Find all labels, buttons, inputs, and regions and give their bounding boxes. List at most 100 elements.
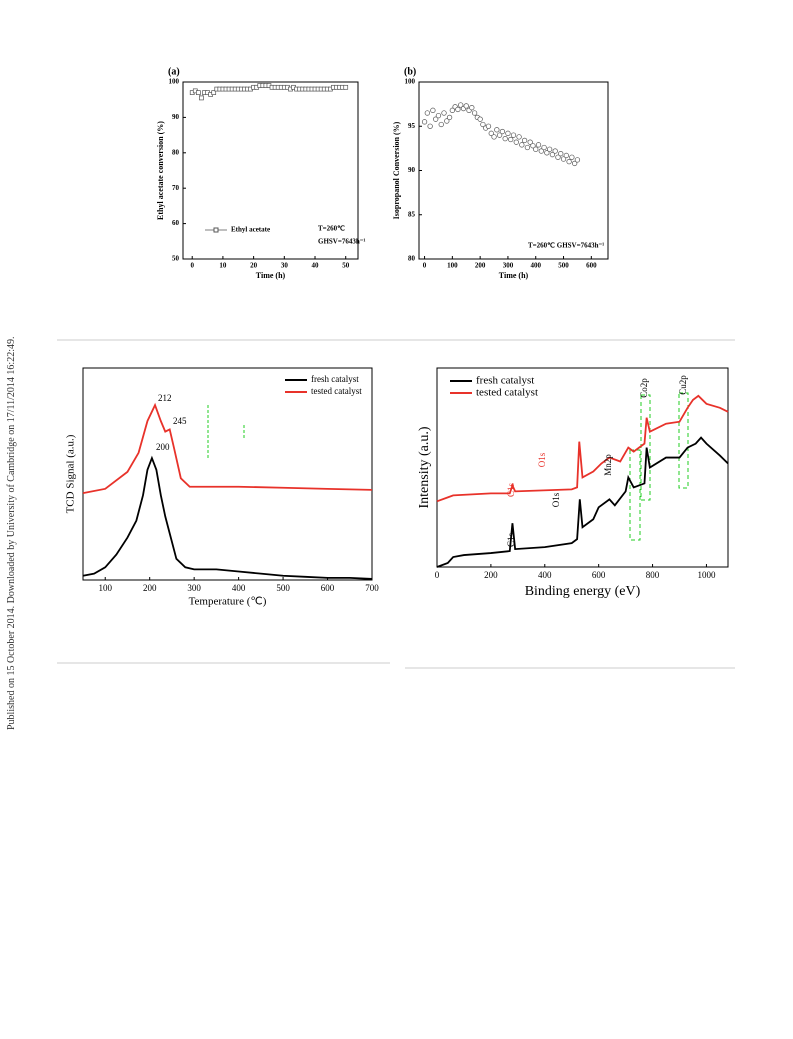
marker — [491, 134, 497, 140]
legend-label: tested catalyst — [476, 387, 538, 399]
marker — [430, 107, 436, 113]
annotation: T=260℃ — [318, 225, 345, 233]
marker — [421, 119, 428, 125]
y-tick-label: 100 — [405, 78, 416, 86]
y-tick-label: 80 — [172, 148, 180, 156]
marker — [433, 116, 439, 122]
marker — [541, 144, 547, 151]
plot-frame — [182, 81, 359, 260]
marker — [343, 84, 349, 90]
y-tick-label: 80 — [408, 255, 416, 263]
series-line — [436, 394, 729, 503]
x-axis-label: Time (h) — [499, 271, 529, 280]
x-tick-label: 400 — [232, 583, 246, 593]
marker — [549, 151, 556, 158]
marker — [558, 151, 564, 157]
x-tick-label: 200 — [484, 570, 498, 580]
x-axis-label: Temperature (℃) — [189, 596, 267, 608]
marker — [569, 154, 575, 160]
marker — [449, 107, 456, 113]
y-tick-label: 95 — [408, 122, 416, 130]
marker — [435, 112, 442, 119]
y-tick-label: 90 — [408, 166, 416, 174]
marker — [469, 105, 475, 111]
plot-frame — [436, 367, 729, 568]
y-tick-label: 50 — [172, 255, 180, 263]
panel-label: (b) — [404, 66, 416, 77]
marker — [455, 106, 461, 113]
marker — [211, 90, 217, 95]
marker — [519, 142, 525, 148]
y-axis-label: Intensity (a.u.) — [417, 426, 432, 508]
marker — [546, 146, 553, 152]
marker — [471, 110, 478, 116]
marker — [555, 154, 561, 160]
marker — [485, 123, 492, 129]
legend-label: fresh catalyst — [476, 375, 534, 387]
marker — [538, 148, 544, 154]
y-axis-label: TCD Signal (a.u.) — [65, 434, 77, 513]
marker — [446, 114, 453, 121]
marker — [444, 118, 450, 124]
x-tick-label: 200 — [143, 583, 157, 593]
series-line — [82, 455, 373, 580]
x-tick-label: 100 — [98, 583, 112, 593]
x-tick-label: 600 — [586, 262, 597, 270]
x-tick-label: 0 — [190, 262, 194, 270]
y-axis-label: Ethyl acetate conversion (%) — [156, 121, 165, 220]
marker — [544, 150, 550, 156]
y-tick-label: 60 — [172, 219, 180, 227]
marker — [427, 123, 433, 129]
annotation: 200 — [156, 442, 170, 452]
annotation: T=260℃ GHSV=7643h⁻¹ — [528, 242, 604, 250]
marker — [571, 160, 578, 167]
annotation: O1s — [537, 452, 547, 467]
x-tick-label: 400 — [530, 262, 541, 270]
marker — [458, 102, 464, 108]
marker — [199, 95, 204, 101]
annotation: Cu2p — [678, 375, 688, 395]
peak-box — [678, 392, 689, 489]
legend-marker — [213, 227, 219, 233]
panel-label: (a) — [168, 66, 180, 77]
marker — [441, 110, 447, 116]
annotation: O1s — [551, 492, 561, 507]
marker — [560, 156, 567, 162]
marker — [463, 103, 469, 109]
annotation: 245 — [173, 416, 187, 426]
marker — [516, 134, 522, 140]
series-line — [82, 402, 373, 494]
legend-label: Ethyl acetate — [231, 226, 270, 234]
x-tick-label: 400 — [538, 570, 552, 580]
x-tick-label: 600 — [592, 570, 606, 580]
marker — [533, 146, 539, 152]
series-line — [436, 436, 729, 568]
y-tick-label: 90 — [172, 113, 180, 121]
x-tick-label: 700 — [365, 583, 379, 593]
marker — [574, 157, 581, 163]
x-tick-label: 30 — [281, 262, 289, 270]
marker — [563, 152, 569, 159]
marker — [552, 148, 558, 154]
x-tick-label: 300 — [503, 262, 514, 270]
legend-label: fresh catalyst — [311, 374, 359, 384]
marker — [510, 132, 517, 138]
x-tick-label: 300 — [187, 583, 201, 593]
marker — [488, 130, 494, 136]
marker — [196, 90, 201, 95]
marker — [513, 139, 519, 145]
x-axis-label: Time (h) — [256, 271, 286, 280]
annotation: GHSV=7643h⁻¹ — [318, 238, 366, 246]
peak-box — [640, 394, 651, 501]
marker — [521, 137, 528, 144]
marker — [477, 116, 483, 122]
annotation: Co2p — [639, 378, 649, 398]
peak-box — [629, 449, 641, 541]
x-tick-label: 0 — [435, 570, 440, 580]
annotation: 212 — [158, 393, 172, 403]
x-axis-label: Binding energy (eV) — [525, 584, 641, 599]
plot-frame — [418, 81, 609, 260]
plot-frame — [82, 367, 373, 581]
